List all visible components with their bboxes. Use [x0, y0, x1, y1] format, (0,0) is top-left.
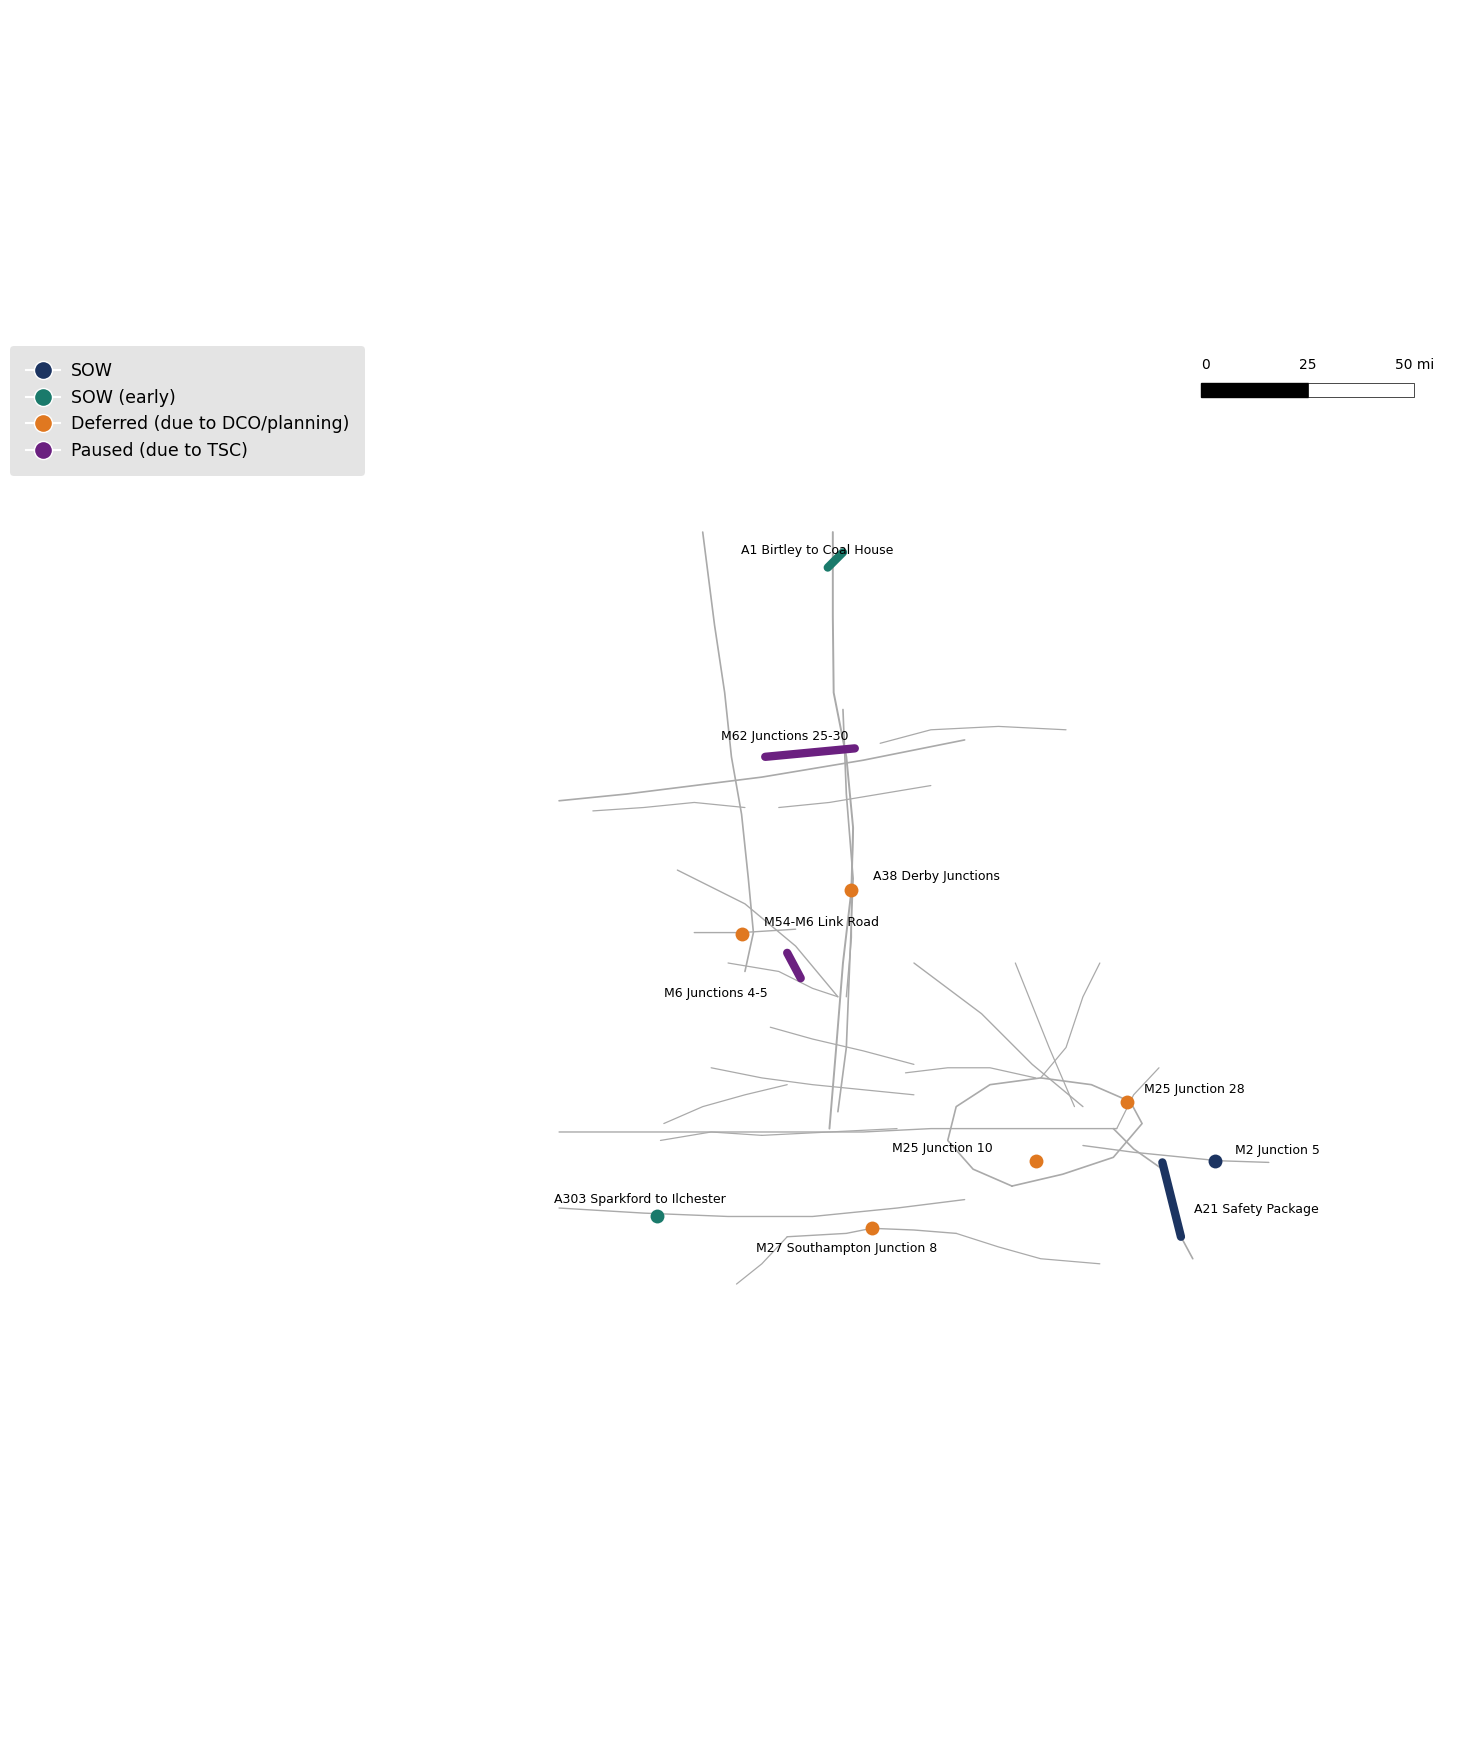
Text: 25: 25	[1299, 357, 1317, 371]
Legend: SOW, SOW (early), Deferred (due to DCO/planning), Paused (due to TSC): SOW, SOW (early), Deferred (due to DCO/p…	[10, 346, 365, 476]
Text: M6 Junctions 4-5: M6 Junctions 4-5	[664, 987, 767, 1000]
Text: M62 Junctions 25-30: M62 Junctions 25-30	[722, 731, 848, 743]
Text: M54-M6 Link Road: M54-M6 Link Road	[763, 915, 878, 929]
Text: 0: 0	[1200, 357, 1209, 371]
Text: M2 Junction 5: M2 Junction 5	[1234, 1144, 1320, 1158]
Text: A21 Safety Package: A21 Safety Package	[1195, 1204, 1320, 1216]
Bar	[1200, 383, 1308, 397]
Text: A38 Derby Junctions: A38 Derby Junctions	[873, 870, 1000, 884]
Text: M27 Southampton Junction 8: M27 Southampton Junction 8	[756, 1242, 937, 1254]
Text: A1 Birtley to Coal House: A1 Birtley to Coal House	[741, 545, 893, 557]
Text: M25 Junction 28: M25 Junction 28	[1143, 1084, 1245, 1096]
Bar	[1308, 383, 1414, 397]
Text: A303 Sparkford to Ilchester: A303 Sparkford to Ilchester	[554, 1193, 726, 1205]
Text: M25 Junction 10: M25 Junction 10	[893, 1142, 993, 1156]
Text: 50 mi: 50 mi	[1395, 357, 1433, 371]
